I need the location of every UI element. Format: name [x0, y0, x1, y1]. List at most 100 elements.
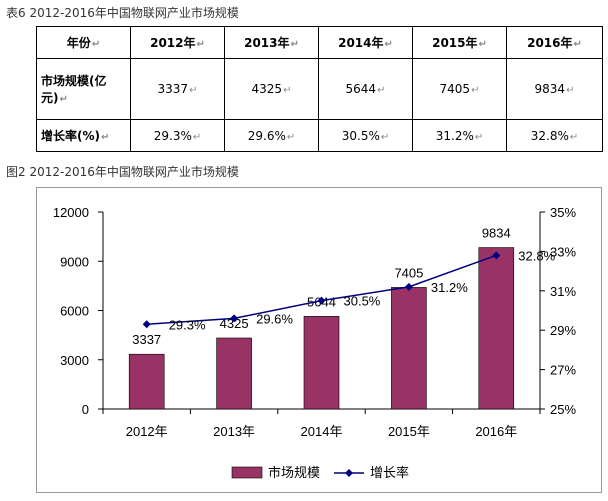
header-year: 2013年↵	[224, 26, 319, 59]
cell-marker: ↵	[101, 132, 110, 144]
y-left-tick-label: 6000	[60, 304, 89, 319]
cell-marker: ↵	[569, 131, 579, 143]
table-cell: 30.5%↵	[318, 119, 413, 152]
growth-point	[317, 296, 326, 305]
y-right-tick-label: 27%	[550, 363, 576, 378]
cell-marker: ↵	[91, 38, 101, 50]
cell-value: 5644	[345, 81, 377, 96]
bar-value-label: 9834	[482, 226, 511, 241]
cell-value: 29.3%	[153, 128, 192, 143]
table-row: 市场规模(亿元)↵ 3337↵ 4325↵ 5644↵ 7405↵ 9834↵	[36, 57, 603, 121]
bar	[216, 337, 252, 410]
row-label-text: 增长率(%)	[41, 129, 100, 144]
growth-point	[230, 314, 239, 323]
cell-marker: ↵	[286, 131, 296, 143]
x-tick-label: 2012年	[126, 424, 168, 439]
header-text: 2012年	[150, 35, 196, 50]
legend-line-marker	[345, 469, 353, 477]
cell-marker: ↵	[283, 84, 292, 96]
growth-point	[404, 282, 413, 291]
bar-value-label: 4325	[220, 316, 249, 331]
x-tick-label: 2015年	[388, 424, 430, 439]
y-right-tick-label: 31%	[550, 284, 576, 299]
cell-marker: ↵	[196, 38, 205, 50]
header-text: 年份	[66, 35, 91, 50]
cell-marker: ↵	[384, 38, 393, 50]
bar	[478, 247, 515, 410]
market-size-table: 年份↵ 2012年↵ 2013年↵ 2014年↵ 2015年↵ 2016年↵ 市场规模(亿元…	[36, 26, 603, 152]
cell-marker: ↵	[474, 131, 484, 143]
table-cell: 5644↵	[318, 57, 413, 121]
y-left-tick-label: 0	[82, 402, 89, 417]
header-year: 2014年↵	[318, 26, 413, 59]
cell-marker: ↵	[377, 84, 386, 96]
bar	[391, 287, 427, 410]
growth-value-label: 29.3%	[169, 317, 206, 332]
legend-bar-label: 市场规模	[268, 465, 320, 480]
table-cell: 29.3%↵	[130, 119, 225, 152]
cell-marker: ↵	[290, 38, 299, 50]
table-cell: 3337↵	[130, 57, 225, 121]
header-year: 2016年↵	[506, 26, 603, 59]
chart-caption: 图2 2012-2016年中国物联网产业市场规模	[6, 165, 239, 179]
y-right-tick-label: 35%	[550, 205, 576, 220]
cell-marker: ↵	[192, 131, 202, 143]
cell-marker: ↵	[471, 84, 480, 96]
row-label-text: 市场规模(亿元)	[41, 73, 107, 105]
bar-value-label: 7405	[394, 265, 423, 280]
growth-value-label: 31.2%	[431, 280, 468, 295]
header-text: 2013年	[244, 35, 290, 50]
header-year-label: 年份↵	[36, 26, 131, 59]
growth-value-label: 30.5%	[344, 294, 381, 309]
bar-value-label: 3337	[132, 332, 161, 347]
cell-value: 4325	[251, 81, 283, 96]
table-cell: 9834↵	[506, 57, 603, 121]
table-cell: 7405↵	[412, 57, 507, 121]
cell-value: 31.2%	[435, 128, 474, 143]
table-cell: 32.8%↵	[506, 119, 603, 152]
x-tick-label: 2014年	[301, 424, 343, 439]
header-text: 2016年	[527, 35, 573, 50]
cell-marker: ↵	[59, 93, 68, 105]
y-right-tick-label: 33%	[550, 244, 576, 259]
header-year: 2015年↵	[412, 26, 507, 59]
y-left-tick-label: 3000	[60, 353, 89, 368]
bar	[128, 353, 165, 410]
row-label: 增长率(%)↵	[36, 119, 131, 152]
x-tick-label: 2013年	[213, 424, 255, 439]
y-right-tick-label: 25%	[550, 402, 576, 417]
cell-value: 7405	[439, 81, 471, 96]
table-caption: 表6 2012-2016年中国物联网产业市场规模	[6, 6, 239, 20]
growth-value-label: 29.6%	[256, 311, 293, 326]
y-left-tick-label: 9000	[60, 254, 89, 269]
y-left-tick-label: 12000	[53, 205, 89, 220]
cell-marker: ↵	[566, 84, 575, 96]
header-text: 2015年	[432, 35, 478, 50]
header-text: 2014年	[338, 35, 384, 50]
legend-line-label: 增长率	[370, 465, 409, 480]
growth-point	[142, 320, 151, 329]
cell-marker: ↵	[380, 131, 390, 143]
chart-frame	[36, 187, 602, 493]
row-label: 市场规模(亿元)↵	[36, 57, 131, 121]
growth-point	[492, 251, 501, 260]
growth-value-label: 32.8%	[518, 248, 555, 263]
cell-marker: ↵	[573, 38, 582, 50]
y-right-tick-label: 29%	[550, 323, 576, 338]
table-row: 增长率(%)↵ 29.3%↵ 29.6%↵ 30.5%↵ 31.2%↵ 32.8%↵	[36, 119, 603, 152]
x-tick-label: 2016年	[475, 424, 517, 439]
cell-value: 3337	[157, 81, 189, 96]
header-year: 2012年↵	[130, 26, 225, 59]
bar	[303, 316, 340, 410]
legend-bar-swatch	[231, 466, 263, 479]
cell-marker: ↵	[478, 38, 487, 50]
table-cell: 31.2%↵	[412, 119, 507, 152]
table-cell: 4325↵	[224, 57, 319, 121]
table-header-row: 年份↵ 2012年↵ 2013年↵ 2014年↵ 2015年↵ 2016年↵	[36, 26, 603, 59]
cell-value: 32.8%	[530, 128, 569, 143]
cell-marker: ↵	[189, 84, 198, 96]
cell-value: 30.5%	[341, 128, 380, 143]
cell-value: 29.6%	[247, 128, 286, 143]
table-cell: 29.6%↵	[224, 119, 319, 152]
